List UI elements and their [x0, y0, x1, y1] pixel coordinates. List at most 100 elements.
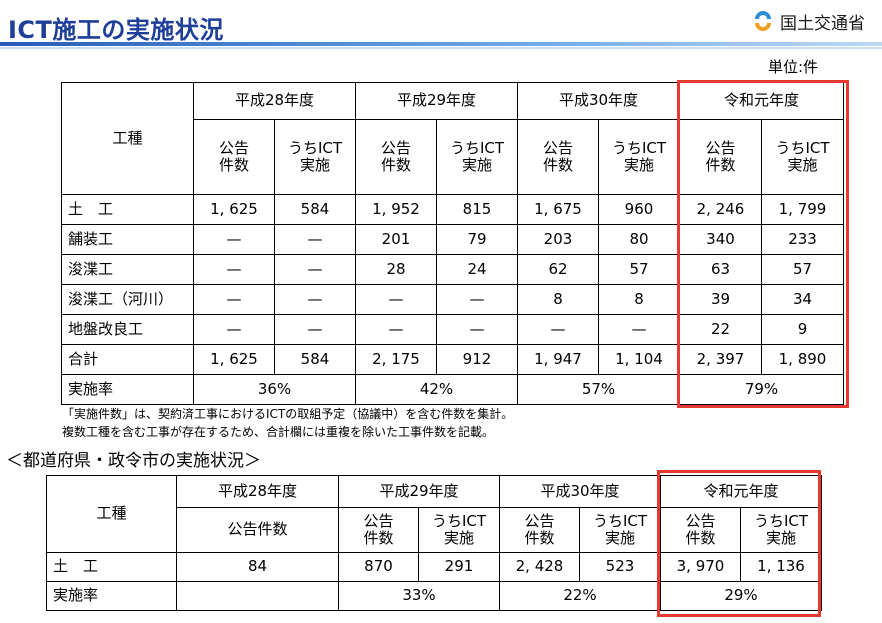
footnote: 複数工種を含む工事が存在するため、合計欄には重複を除いた工事件数を記載。 [62, 425, 495, 439]
table-cell: 2, 246 [679, 194, 762, 225]
national-ict-table: 工種 平成28年度 平成29年度 平成30年度 令和元年度 公告 件数 うちICT… [61, 82, 845, 405]
row-label: 土 工 [46, 552, 177, 582]
table-cell: — [274, 314, 356, 345]
row-label: 浚渫工（河川） [61, 284, 194, 315]
table-cell: 584 [274, 194, 356, 225]
highlight-box-reiwa-national [677, 80, 849, 408]
row-label: 実施率 [61, 374, 194, 405]
sub-header-notices: 公告件数 [176, 507, 339, 553]
rate-cell: 29% [659, 581, 823, 611]
table-cell: 84 [176, 552, 339, 582]
table-cell: — [436, 314, 518, 345]
sub-header-ict: うちICT 実施 [579, 507, 661, 553]
page-title: ICT施工の実施状況 [8, 16, 224, 44]
table-cell: 1, 675 [517, 194, 599, 225]
table-cell: 203 [517, 224, 599, 255]
table-cell: 1, 890 [760, 344, 845, 375]
table-cell: 2, 428 [499, 552, 580, 582]
table-cell: 79 [436, 224, 518, 255]
rate-row: 実施率 33% 22% 29% [46, 581, 823, 611]
year-header: 令和元年度 [659, 475, 823, 508]
sub-header-ict: うちICT 実施 [418, 507, 500, 553]
table-cell: — [193, 314, 275, 345]
table-cell: 1, 104 [598, 344, 680, 375]
rate-cell: 22% [499, 581, 661, 611]
row-label: 舗装工 [61, 224, 194, 255]
sub-header-notices: 公告件数 [679, 119, 762, 195]
table-cell: 815 [436, 194, 518, 225]
table-row: 浚渫工 — —28 24 62 57 63 57 [61, 254, 845, 285]
sub-header-notices: 公告件数 [660, 507, 741, 553]
table-cell: — [355, 314, 437, 345]
row-label: 実施率 [46, 581, 177, 611]
table-cell: — [193, 254, 275, 285]
table-cell: 63 [679, 254, 762, 285]
table-header-row: 工種 平成28年度 平成29年度 平成30年度 令和元年度 [61, 82, 845, 195]
sub-header-notices: 公告件数 [517, 119, 599, 195]
table-cell: 9 [760, 314, 845, 345]
table-cell: 62 [517, 254, 599, 285]
sub-header-notices: 公告件数 [499, 507, 580, 553]
table-cell: 1, 947 [517, 344, 599, 375]
table-cell: 870 [338, 552, 419, 582]
table-cell: 39 [679, 284, 762, 315]
year-header: 令和元年度 [678, 82, 845, 120]
table-cell: 28 [355, 254, 437, 285]
footnote: 「実施件数」は、契約済工事におけるICTの取組予定（協議中）を含む件数を集計。 [62, 407, 514, 421]
table-cell: 8 [517, 284, 599, 315]
table-header-row: 工種 平成28年度 平成29年度 平成30年度 令和元年度 [46, 475, 823, 553]
row-label: 地盤改良工 [61, 314, 194, 345]
table-cell: — [274, 284, 356, 315]
table-row: 地盤改良工 — — — — — —22 9 [61, 314, 845, 345]
table-cell: 1, 952 [355, 194, 437, 225]
row-label: 浚渫工 [61, 254, 194, 285]
sub-header-ict: うちICT 実施 [274, 119, 356, 195]
sub-header-ict: うちICT 実施 [760, 119, 845, 195]
table-row: 土 工 1, 625 584 1, 952 815 1, 675 960 2, 246 1, 7… [61, 194, 845, 225]
table-subheader-row: 公告件数 公告 件数 うちICT 実施 公告 件数 うちICT 実施 公告 件数 うちIC… [47, 507, 823, 553]
table-cell: — [355, 284, 437, 315]
row-label: 土 工 [61, 194, 194, 225]
title-underline-light [0, 47, 882, 49]
row-label: 合計 [61, 344, 194, 375]
table-cell: 1, 625 [193, 344, 275, 375]
year-header: 平成29年度 [338, 475, 500, 508]
col-header-worktype: 工種 [46, 475, 177, 553]
table-cell: — [193, 284, 275, 315]
mlit-emblem-icon [753, 11, 773, 31]
table-cell: 523 [579, 552, 661, 582]
table-cell: 2, 175 [355, 344, 437, 375]
table-cell: 960 [598, 194, 680, 225]
prefecture-ict-table: 工種 平成28年度 平成29年度 平成30年度 令和元年度 公告件数 公告 件数 … [46, 475, 823, 611]
year-header: 平成29年度 [355, 82, 518, 120]
rate-cell: 33% [338, 581, 500, 611]
table-cell: — [598, 314, 680, 345]
table-cell: 8 [598, 284, 680, 315]
table-cell: — [274, 254, 356, 285]
table-cell: — [193, 224, 275, 255]
rate-cell: 36% [193, 374, 356, 405]
rate-cell: 57% [517, 374, 680, 405]
col-header-worktype: 工種 [61, 82, 194, 195]
table-cell: — [517, 314, 599, 345]
title-underline [0, 42, 882, 46]
table-cell: 1, 625 [193, 194, 275, 225]
year-header: 平成30年度 [499, 475, 661, 508]
rate-row: 実施率 36% 42% 57% 79% [61, 374, 845, 405]
highlight-box-reiwa-prefecture [657, 470, 821, 617]
table-cell: 3, 970 [660, 552, 741, 582]
sub-header-ict: うちICT 実施 [598, 119, 680, 195]
table-cell: 57 [598, 254, 680, 285]
table-subheader-row: 公告 件数 うちICT 実施 公告 件数 うちICT 実施 公告 件数 うちICT 実施 公… [62, 119, 845, 195]
year-header: 平成28年度 [193, 82, 356, 120]
table-row: 合計 1, 625 584 2, 175 912 1, 947 1, 104 2, 397 1,… [61, 344, 845, 375]
table-cell: 2, 397 [679, 344, 762, 375]
sub-header-notices: 公告件数 [338, 507, 419, 553]
table-cell: 24 [436, 254, 518, 285]
sub-header-ict: うちICT 実施 [436, 119, 518, 195]
sub-header-notices: 公告件数 [193, 119, 275, 195]
rate-cell: 79% [678, 374, 845, 405]
sub-header-ict: うちICT 実施 [739, 507, 823, 553]
table-cell: 1, 136 [739, 552, 823, 582]
table-cell: 291 [418, 552, 500, 582]
